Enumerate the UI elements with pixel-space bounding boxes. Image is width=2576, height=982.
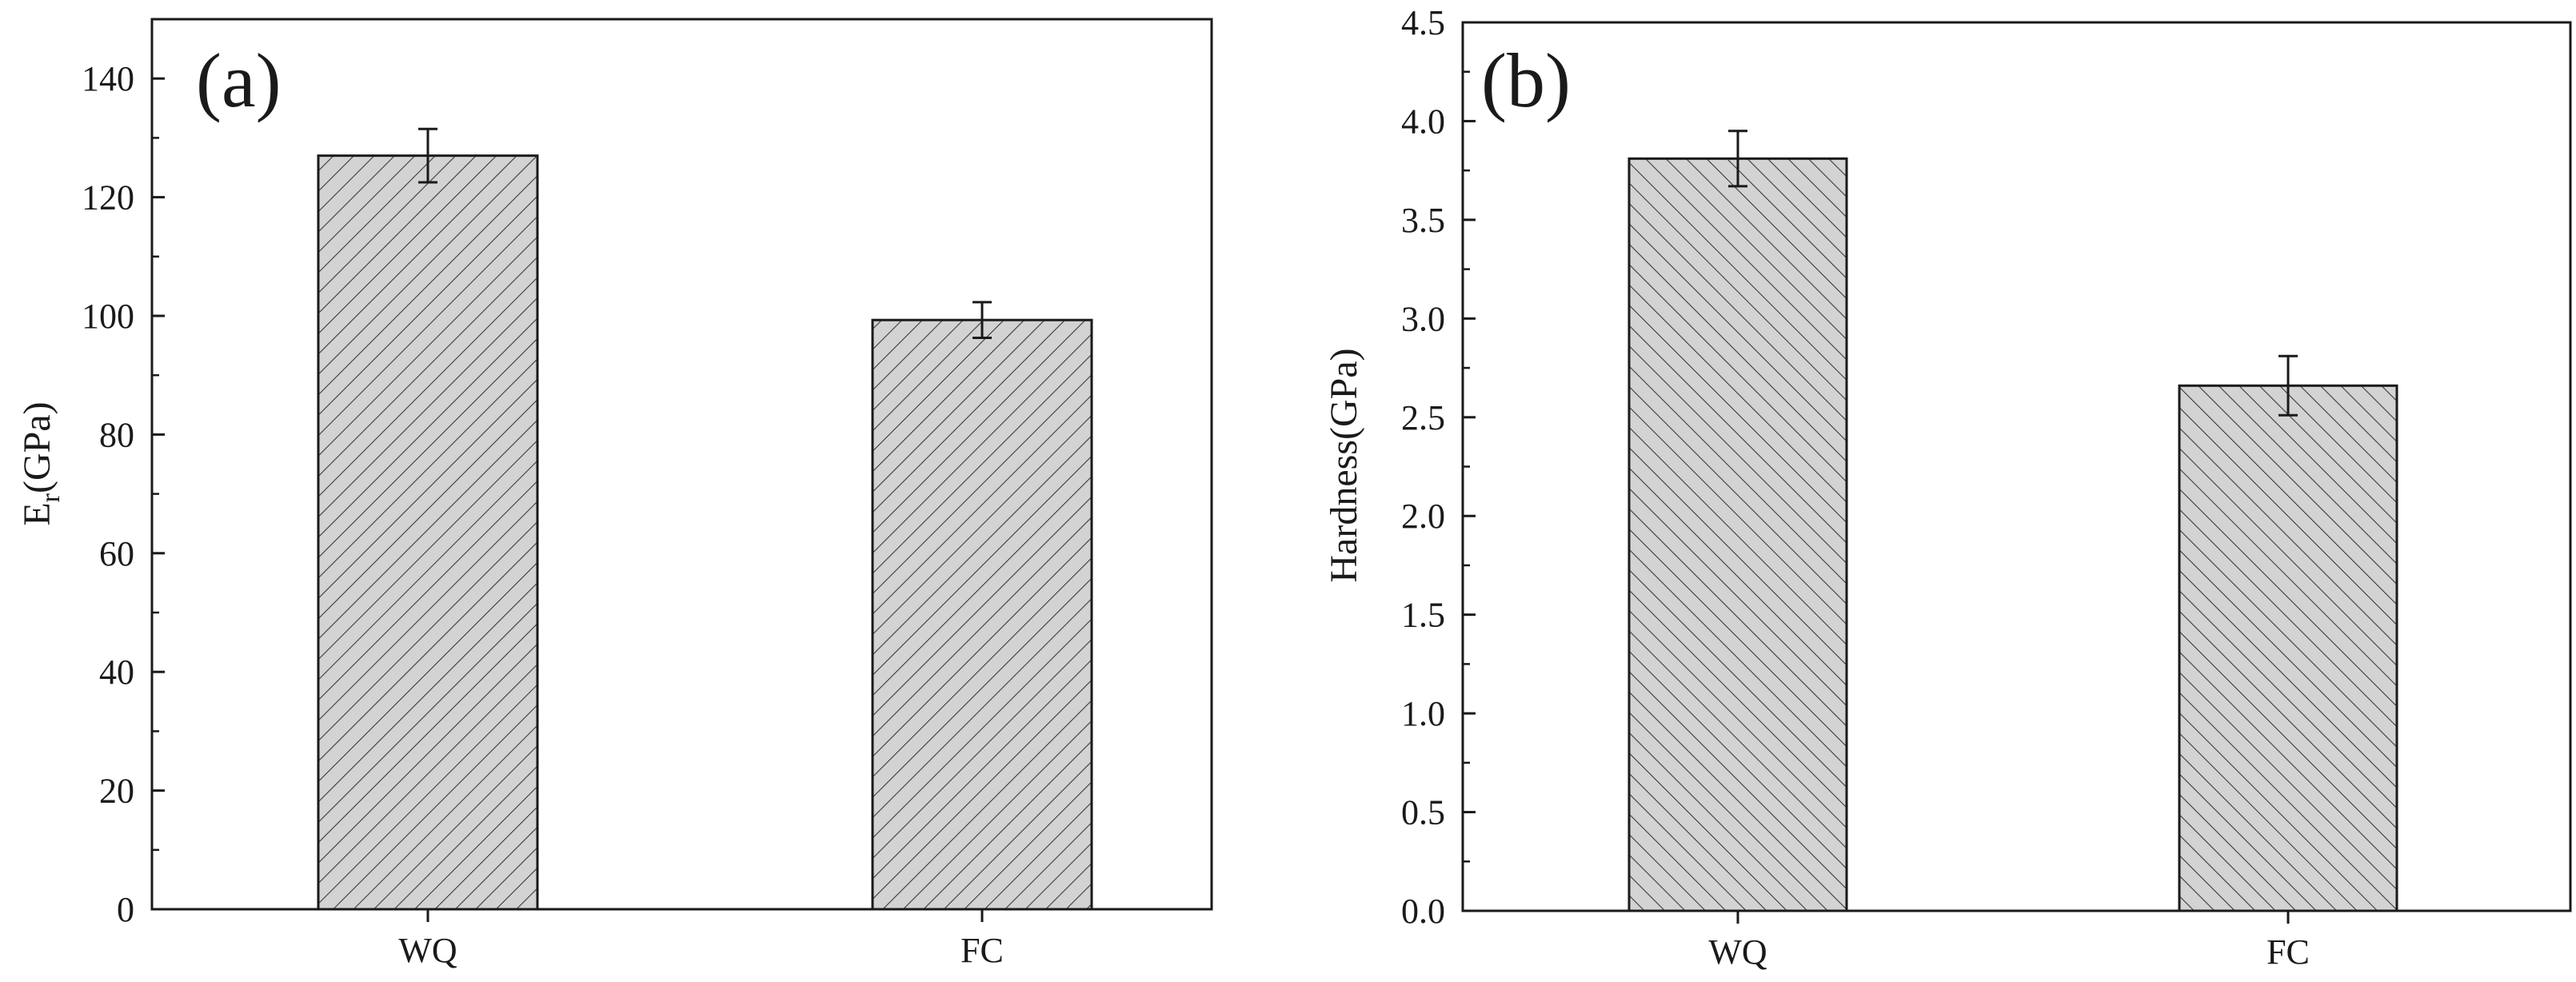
y-tick-label: 2.5 (1401, 398, 1445, 437)
y-tick-label: 60 (99, 534, 134, 573)
x-tick-label-fc: FC (2266, 932, 2310, 972)
y-tick-label: 140 (82, 59, 134, 98)
bar-wq (1627, 157, 1848, 912)
y-tick-label: 80 (99, 415, 134, 454)
y-tick-label: 2.0 (1401, 497, 1445, 536)
panel-a-y-axis-title: Er(GPa) (16, 401, 66, 525)
y-tick-label: 120 (82, 178, 134, 218)
y-tick-label: 20 (99, 772, 134, 811)
y-tick-label: 4.0 (1401, 102, 1445, 141)
panel-b-y-axis-title: Hardness(GPa) (1323, 348, 1365, 582)
panel-b: (b) 0.00.51.01.52.02.53.03.54.04.5 WQ FC … (1323, 3, 2572, 972)
bar-fc (871, 318, 1093, 911)
x-tick-label-fc: FC (961, 931, 1004, 970)
y-tick-label: 1.0 (1401, 694, 1445, 733)
panel-a-x-axis: WQ FC (398, 909, 1004, 970)
panel-a-label: (a) (196, 38, 282, 123)
panel-a-bars (317, 127, 1093, 911)
x-tick-label-wq: WQ (1708, 932, 1767, 972)
panel-a: (a) 0 20 40 60 80 100 120 140 WQ FC Er(GPa) (16, 18, 1213, 970)
panel-b-label: (b) (1481, 38, 1571, 123)
bar-fc (2178, 384, 2398, 912)
y-tick-label: 0.5 (1401, 793, 1445, 832)
y-tick-label: 3.0 (1401, 299, 1445, 338)
y-tick-label: 3.5 (1401, 201, 1445, 240)
panel-a-y-axis: 0 20 40 60 80 100 120 140 (82, 59, 165, 929)
y-tick-label: 4.5 (1401, 3, 1445, 42)
bar-wq (317, 154, 539, 911)
y-tick-label: 0.0 (1401, 892, 1445, 931)
y-tick-label: 40 (99, 653, 134, 692)
panel-b-bars (1627, 130, 2398, 912)
y-tick-label: 100 (82, 297, 134, 336)
panel-a-frame (150, 18, 1213, 911)
panel-b-x-axis: WQ FC (1708, 911, 2310, 972)
y-tick-label: 0 (117, 890, 134, 929)
x-tick-label-wq: WQ (398, 931, 457, 970)
panel-b-y-axis: 0.0 0.5 1.0 1.5 2.0 2.5 3.0 3.5 4.0 4.5 (1401, 3, 1476, 931)
y-tick-label: 1.5 (1401, 596, 1445, 635)
